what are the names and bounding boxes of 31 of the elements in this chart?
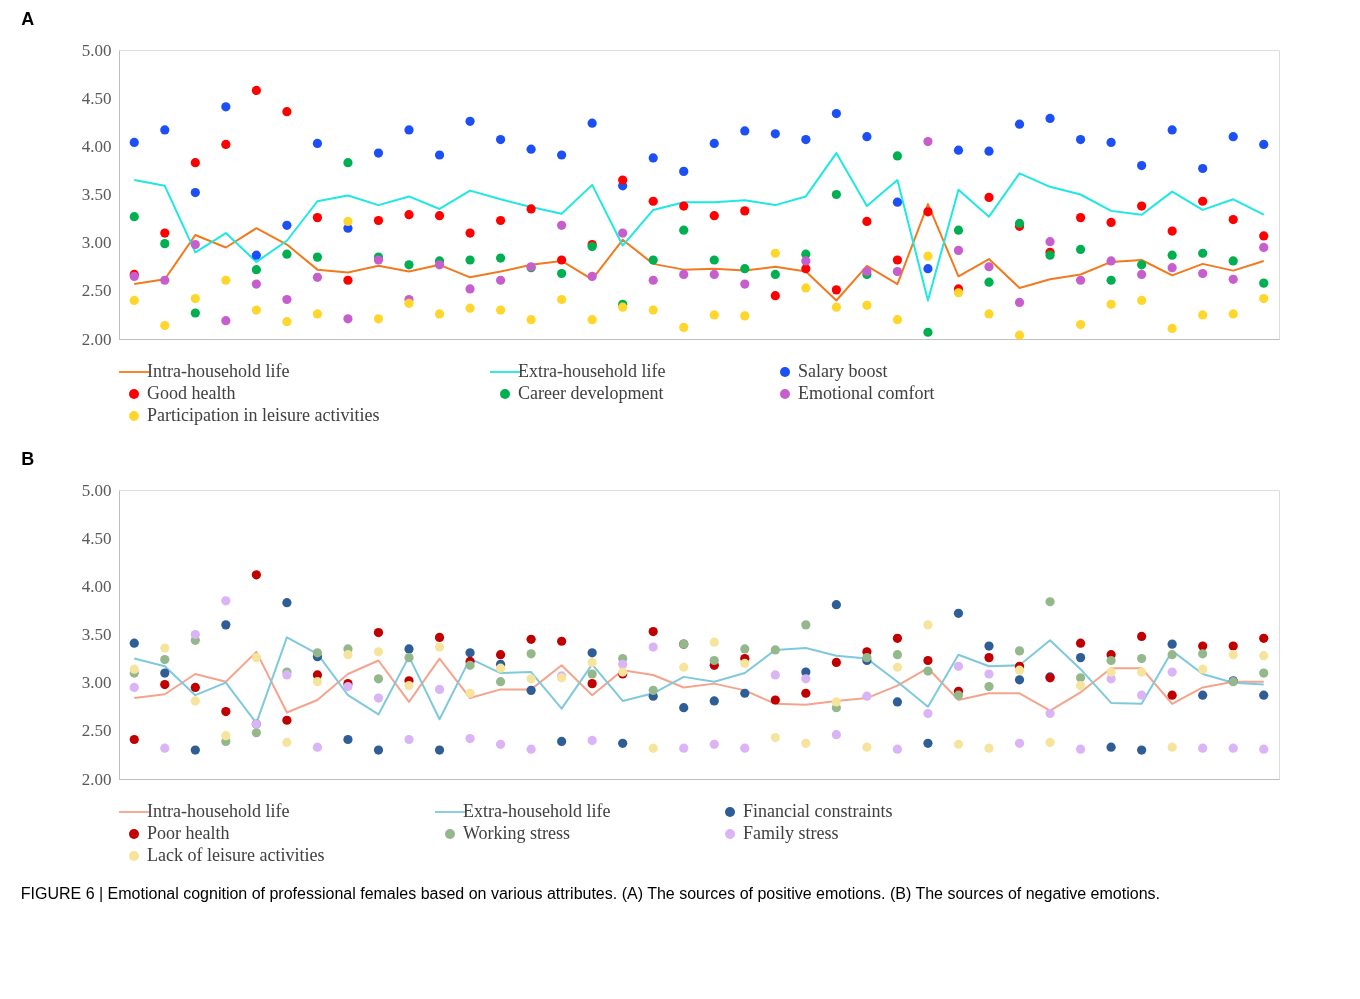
- y-tick-label: 2.00: [81, 329, 112, 349]
- y-tick-label: 4.50: [81, 528, 112, 548]
- y-tick-label: 5.00: [81, 40, 112, 60]
- y-tick-label: 2.00: [81, 769, 112, 789]
- y-tick-label: 3.00: [81, 673, 112, 693]
- legend-label: Emotional comfort: [798, 383, 935, 403]
- legend-label: Poor health: [147, 823, 230, 843]
- y-tick-label: 3.50: [81, 185, 112, 204]
- legend-label: Extra-household life: [518, 361, 666, 381]
- legend-label: Intra-household life: [147, 361, 290, 381]
- y-tick-label: 2.50: [81, 281, 112, 301]
- y-tick-label: 2.50: [81, 721, 112, 741]
- chart-title: A: [21, 9, 35, 29]
- chart-title: B: [21, 449, 35, 469]
- legend-label: Salary boost: [798, 361, 888, 381]
- legend-label: Financial constraints: [743, 801, 893, 821]
- legend-label: Career development: [518, 383, 664, 403]
- legend-label: Working stress: [463, 823, 571, 843]
- legend-label: Family stress: [743, 823, 839, 843]
- y-tick-label: 4.00: [81, 576, 112, 596]
- legend-label: Good health: [147, 383, 236, 403]
- legend-label: Participation in leisure activities: [147, 405, 380, 425]
- y-tick-label: 4.00: [81, 136, 112, 156]
- y-tick-label: 5.00: [81, 480, 112, 500]
- legend-label: Intra-household life: [147, 801, 290, 821]
- legend-label: Lack of leisure activities: [147, 845, 325, 865]
- y-tick-label: 3.50: [81, 625, 112, 644]
- y-tick-label: 3.00: [81, 233, 112, 253]
- y-tick-label: 4.50: [81, 88, 112, 108]
- caption: FIGURE 6 | Emotional cognition of professional females based on various attributes. (A) The sources of positive emotions. (B) The sources of negative emotions.: [20, 884, 1160, 902]
- legend-label: Extra-household life: [463, 801, 611, 821]
